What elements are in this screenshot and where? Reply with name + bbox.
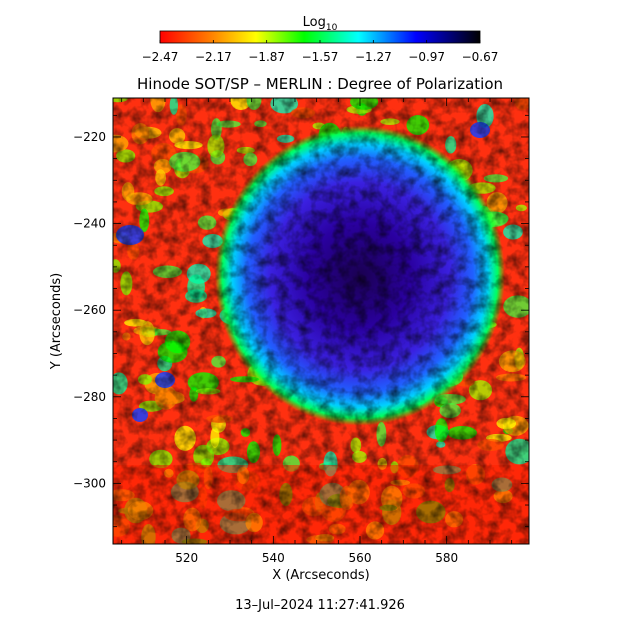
y-tick-label: −280 xyxy=(73,390,106,404)
plot-frame xyxy=(112,97,530,545)
y-tick-label: −300 xyxy=(73,476,106,490)
x-tick-label: 520 xyxy=(175,551,198,565)
y-tick-label: −220 xyxy=(73,130,106,144)
colorbar: Log10 −2.47 −2.17 −1.87 −1.57 −1.27 −0.97 −0.6… xyxy=(142,15,499,64)
x-tick-label: 560 xyxy=(349,551,372,565)
colorbar-tick-label: −0.97 xyxy=(408,50,445,64)
colorbar-tick-label: −2.17 xyxy=(195,50,232,64)
colorbar-tick-label: −1.87 xyxy=(248,50,285,64)
colorbar-tick-label: −2.47 xyxy=(142,50,179,64)
y-tick-label: −260 xyxy=(73,303,106,317)
y-tick-label: −240 xyxy=(73,217,106,231)
x-axis-label: X (Arcseconds) xyxy=(272,568,369,583)
y-axis-label: Y (Arcseconds) xyxy=(49,273,64,370)
colorbar-label-subscript: 10 xyxy=(326,23,338,33)
colorbar-label: Log10 xyxy=(303,15,338,33)
colorbar-tick-label: −0.67 xyxy=(462,50,499,64)
y-axis: −220 −240 −260 −280 −300 xyxy=(73,114,529,528)
colorbar-tick-label: −1.27 xyxy=(355,50,392,64)
x-tick-label: 580 xyxy=(435,551,458,565)
x-tick-label: 540 xyxy=(262,551,285,565)
timestamp: 13–Jul–2024 11:27:41.926 xyxy=(235,598,405,613)
chart-title: Hinode SOT/SP – MERLIN : Degree of Polar… xyxy=(137,75,503,93)
heatmap-image xyxy=(113,98,529,544)
colorbar-ticks: −2.47 −2.17 −1.87 −1.57 −1.27 −0.97 −0.67 xyxy=(142,40,499,64)
x-axis: 520 540 560 580 xyxy=(121,98,513,565)
colorbar-tick-label: −1.57 xyxy=(302,50,339,64)
